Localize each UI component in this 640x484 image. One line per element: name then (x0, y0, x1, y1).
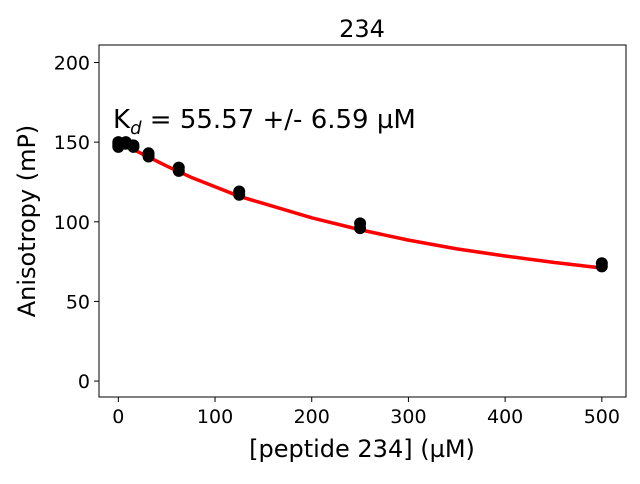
data-point (172, 161, 185, 174)
data-point (595, 257, 608, 270)
fit-curve (117, 140, 603, 270)
kd-annotation: Kd = 55.57 +/- 6.59 µM (113, 105, 416, 139)
y-axis: 0 50 100 150 200 (54, 53, 99, 393)
axes-frame (98, 44, 627, 398)
x-tick-label: 0 (112, 406, 124, 428)
data-point (354, 217, 367, 230)
y-tick-label: 0 (78, 371, 90, 393)
kd-symbol: K (113, 105, 131, 135)
x-axis-label: [peptide 234] (µM) (249, 435, 475, 463)
kd-subscript: d (130, 118, 142, 139)
y-axis-label: Anisotropy (mP) (13, 125, 41, 318)
data-point (142, 147, 155, 160)
y-tick-label: 200 (54, 53, 90, 75)
x-tick-label: 300 (390, 406, 426, 428)
data-point (127, 139, 140, 152)
plot-area (112, 136, 608, 273)
y-tick-label: 150 (54, 132, 90, 154)
y-tick-label: 50 (66, 291, 90, 313)
kd-value: = 55.57 +/- 6.59 µM (142, 105, 416, 135)
x-tick-label: 500 (584, 406, 620, 428)
chart-title: 234 (339, 15, 385, 43)
x-axis: 0 100 200 300 400 500 (112, 397, 620, 428)
x-tick-label: 400 (487, 406, 523, 428)
x-tick-label: 200 (294, 406, 330, 428)
x-tick-label: 100 (197, 406, 233, 428)
y-tick-label: 100 (54, 212, 90, 234)
data-point (233, 185, 246, 198)
